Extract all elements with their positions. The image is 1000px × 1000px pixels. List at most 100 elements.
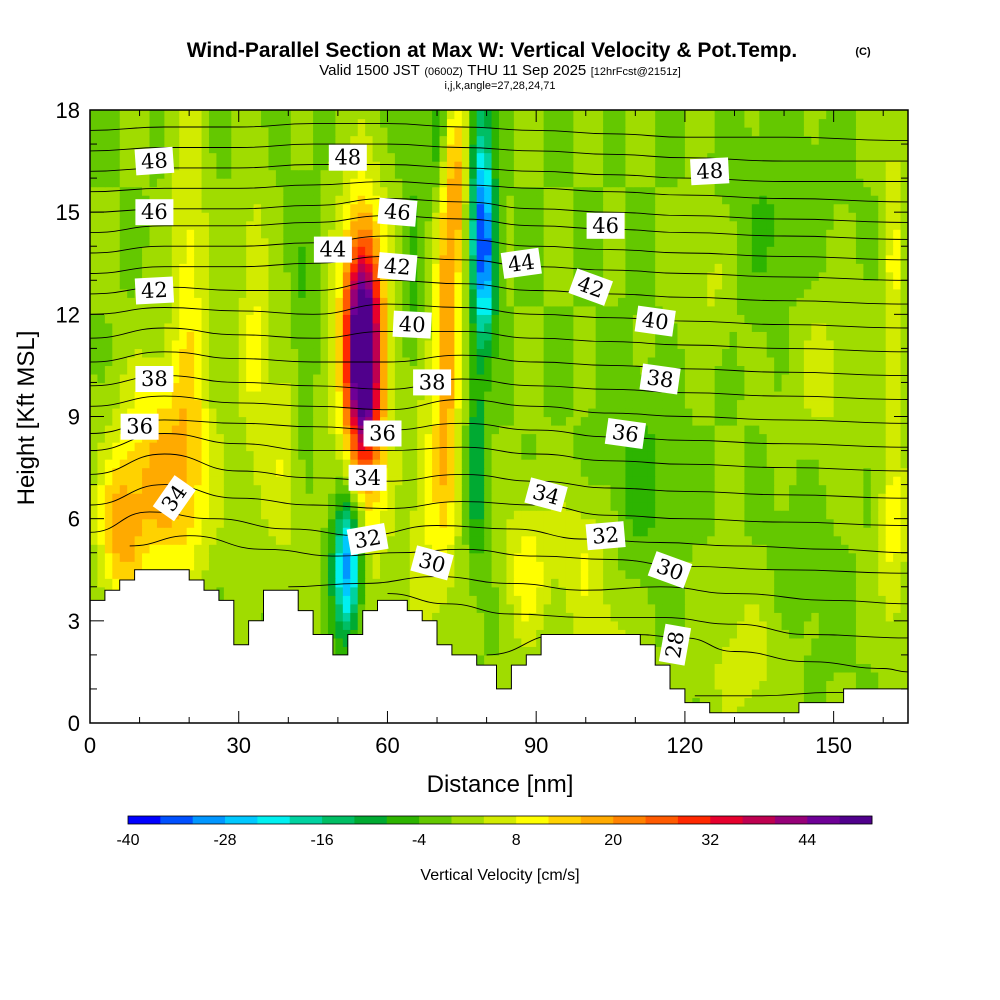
velocity-cell <box>558 407 567 418</box>
velocity-cell <box>640 586 649 596</box>
velocity-cell <box>394 467 403 477</box>
velocity-cell <box>789 612 798 622</box>
velocity-cell <box>684 433 693 443</box>
velocity-cell <box>387 373 396 384</box>
velocity-cell <box>365 348 374 358</box>
velocity-cell <box>439 578 448 588</box>
velocity-cell <box>424 356 433 367</box>
velocity-cell <box>290 476 299 486</box>
velocity-cell <box>774 339 783 349</box>
velocity-cell <box>662 425 671 435</box>
velocity-cell <box>684 373 693 384</box>
velocity-cell <box>446 527 455 537</box>
velocity-cell <box>186 348 195 358</box>
velocity-cell <box>231 442 240 452</box>
velocity-cell <box>119 527 128 537</box>
velocity-cell <box>781 637 790 647</box>
velocity-cell <box>818 442 827 452</box>
velocity-cell <box>543 433 552 443</box>
velocity-cell <box>394 407 403 418</box>
velocity-cell <box>454 518 463 528</box>
velocity-cell <box>432 399 441 409</box>
velocity-cell <box>729 680 738 690</box>
velocity-cell <box>469 586 478 596</box>
velocity-cell <box>223 476 232 486</box>
velocity-cell <box>841 518 850 528</box>
velocity-cell <box>699 339 708 349</box>
velocity-cell <box>736 561 745 571</box>
velocity-cell <box>238 484 247 494</box>
velocity-cell <box>417 603 426 613</box>
velocity-cell <box>863 629 872 639</box>
velocity-cell <box>885 399 894 409</box>
velocity-cell <box>565 620 574 630</box>
velocity-cell <box>365 518 374 528</box>
velocity-cell <box>320 442 329 452</box>
velocity-cell <box>677 407 686 418</box>
velocity-cell <box>565 476 574 486</box>
velocity-cell <box>603 612 612 622</box>
velocity-cell <box>238 407 247 418</box>
velocity-cell <box>342 603 351 613</box>
velocity-cell <box>893 484 902 494</box>
velocity-cell <box>841 425 850 435</box>
velocity-cell <box>424 450 433 460</box>
velocity-cell <box>194 331 203 341</box>
velocity-cell <box>796 339 805 349</box>
velocity-cell <box>595 476 604 486</box>
velocity-cell <box>119 365 128 375</box>
velocity-cell <box>499 433 508 443</box>
velocity-cell <box>863 646 872 656</box>
velocity-cell <box>342 433 351 443</box>
velocity-cell <box>268 433 277 443</box>
velocity-cell <box>528 518 537 528</box>
velocity-cell <box>766 612 775 622</box>
velocity-cell <box>246 331 255 341</box>
velocity-cell <box>714 697 723 707</box>
velocity-cell <box>722 620 731 630</box>
velocity-cell <box>796 569 805 579</box>
velocity-cell <box>513 442 522 452</box>
velocity-cell <box>97 407 106 418</box>
velocity-cell <box>588 373 597 384</box>
velocity-cell <box>722 518 731 528</box>
velocity-cell <box>238 629 247 639</box>
velocity-cell <box>543 425 552 435</box>
velocity-cell <box>208 373 218 384</box>
velocity-cell <box>127 356 136 367</box>
velocity-cell <box>751 348 760 358</box>
velocity-cell <box>380 561 389 571</box>
velocity-cell <box>558 569 567 579</box>
velocity-cell <box>558 476 567 486</box>
velocity-cell <box>402 399 411 409</box>
velocity-cell <box>439 407 448 418</box>
velocity-cell <box>476 365 485 375</box>
velocity-cell <box>156 476 165 486</box>
velocity-cell <box>632 586 641 596</box>
velocity-cell <box>499 646 508 656</box>
velocity-cell <box>744 442 753 452</box>
velocity-cell <box>156 339 165 349</box>
velocity-cell <box>722 671 731 682</box>
velocity-cell <box>893 637 902 647</box>
velocity-cell <box>290 348 299 358</box>
velocity-cell <box>826 697 835 707</box>
velocity-cell <box>610 595 619 605</box>
velocity-cell <box>499 629 508 639</box>
velocity-cell <box>565 356 574 367</box>
velocity-cell <box>298 407 307 418</box>
velocity-cell <box>387 552 396 562</box>
velocity-cell <box>796 603 805 613</box>
velocity-cell <box>246 484 255 494</box>
velocity-cell <box>409 339 418 349</box>
velocity-cell <box>781 663 790 673</box>
velocity-cell <box>759 646 768 656</box>
velocity-cell <box>833 365 842 375</box>
velocity-cell <box>707 373 716 384</box>
velocity-cell <box>179 527 188 537</box>
velocity-cell <box>290 552 299 562</box>
velocity-cell <box>305 331 314 341</box>
velocity-cell <box>156 390 165 401</box>
velocity-cell <box>647 425 656 435</box>
velocity-cell <box>506 442 515 452</box>
